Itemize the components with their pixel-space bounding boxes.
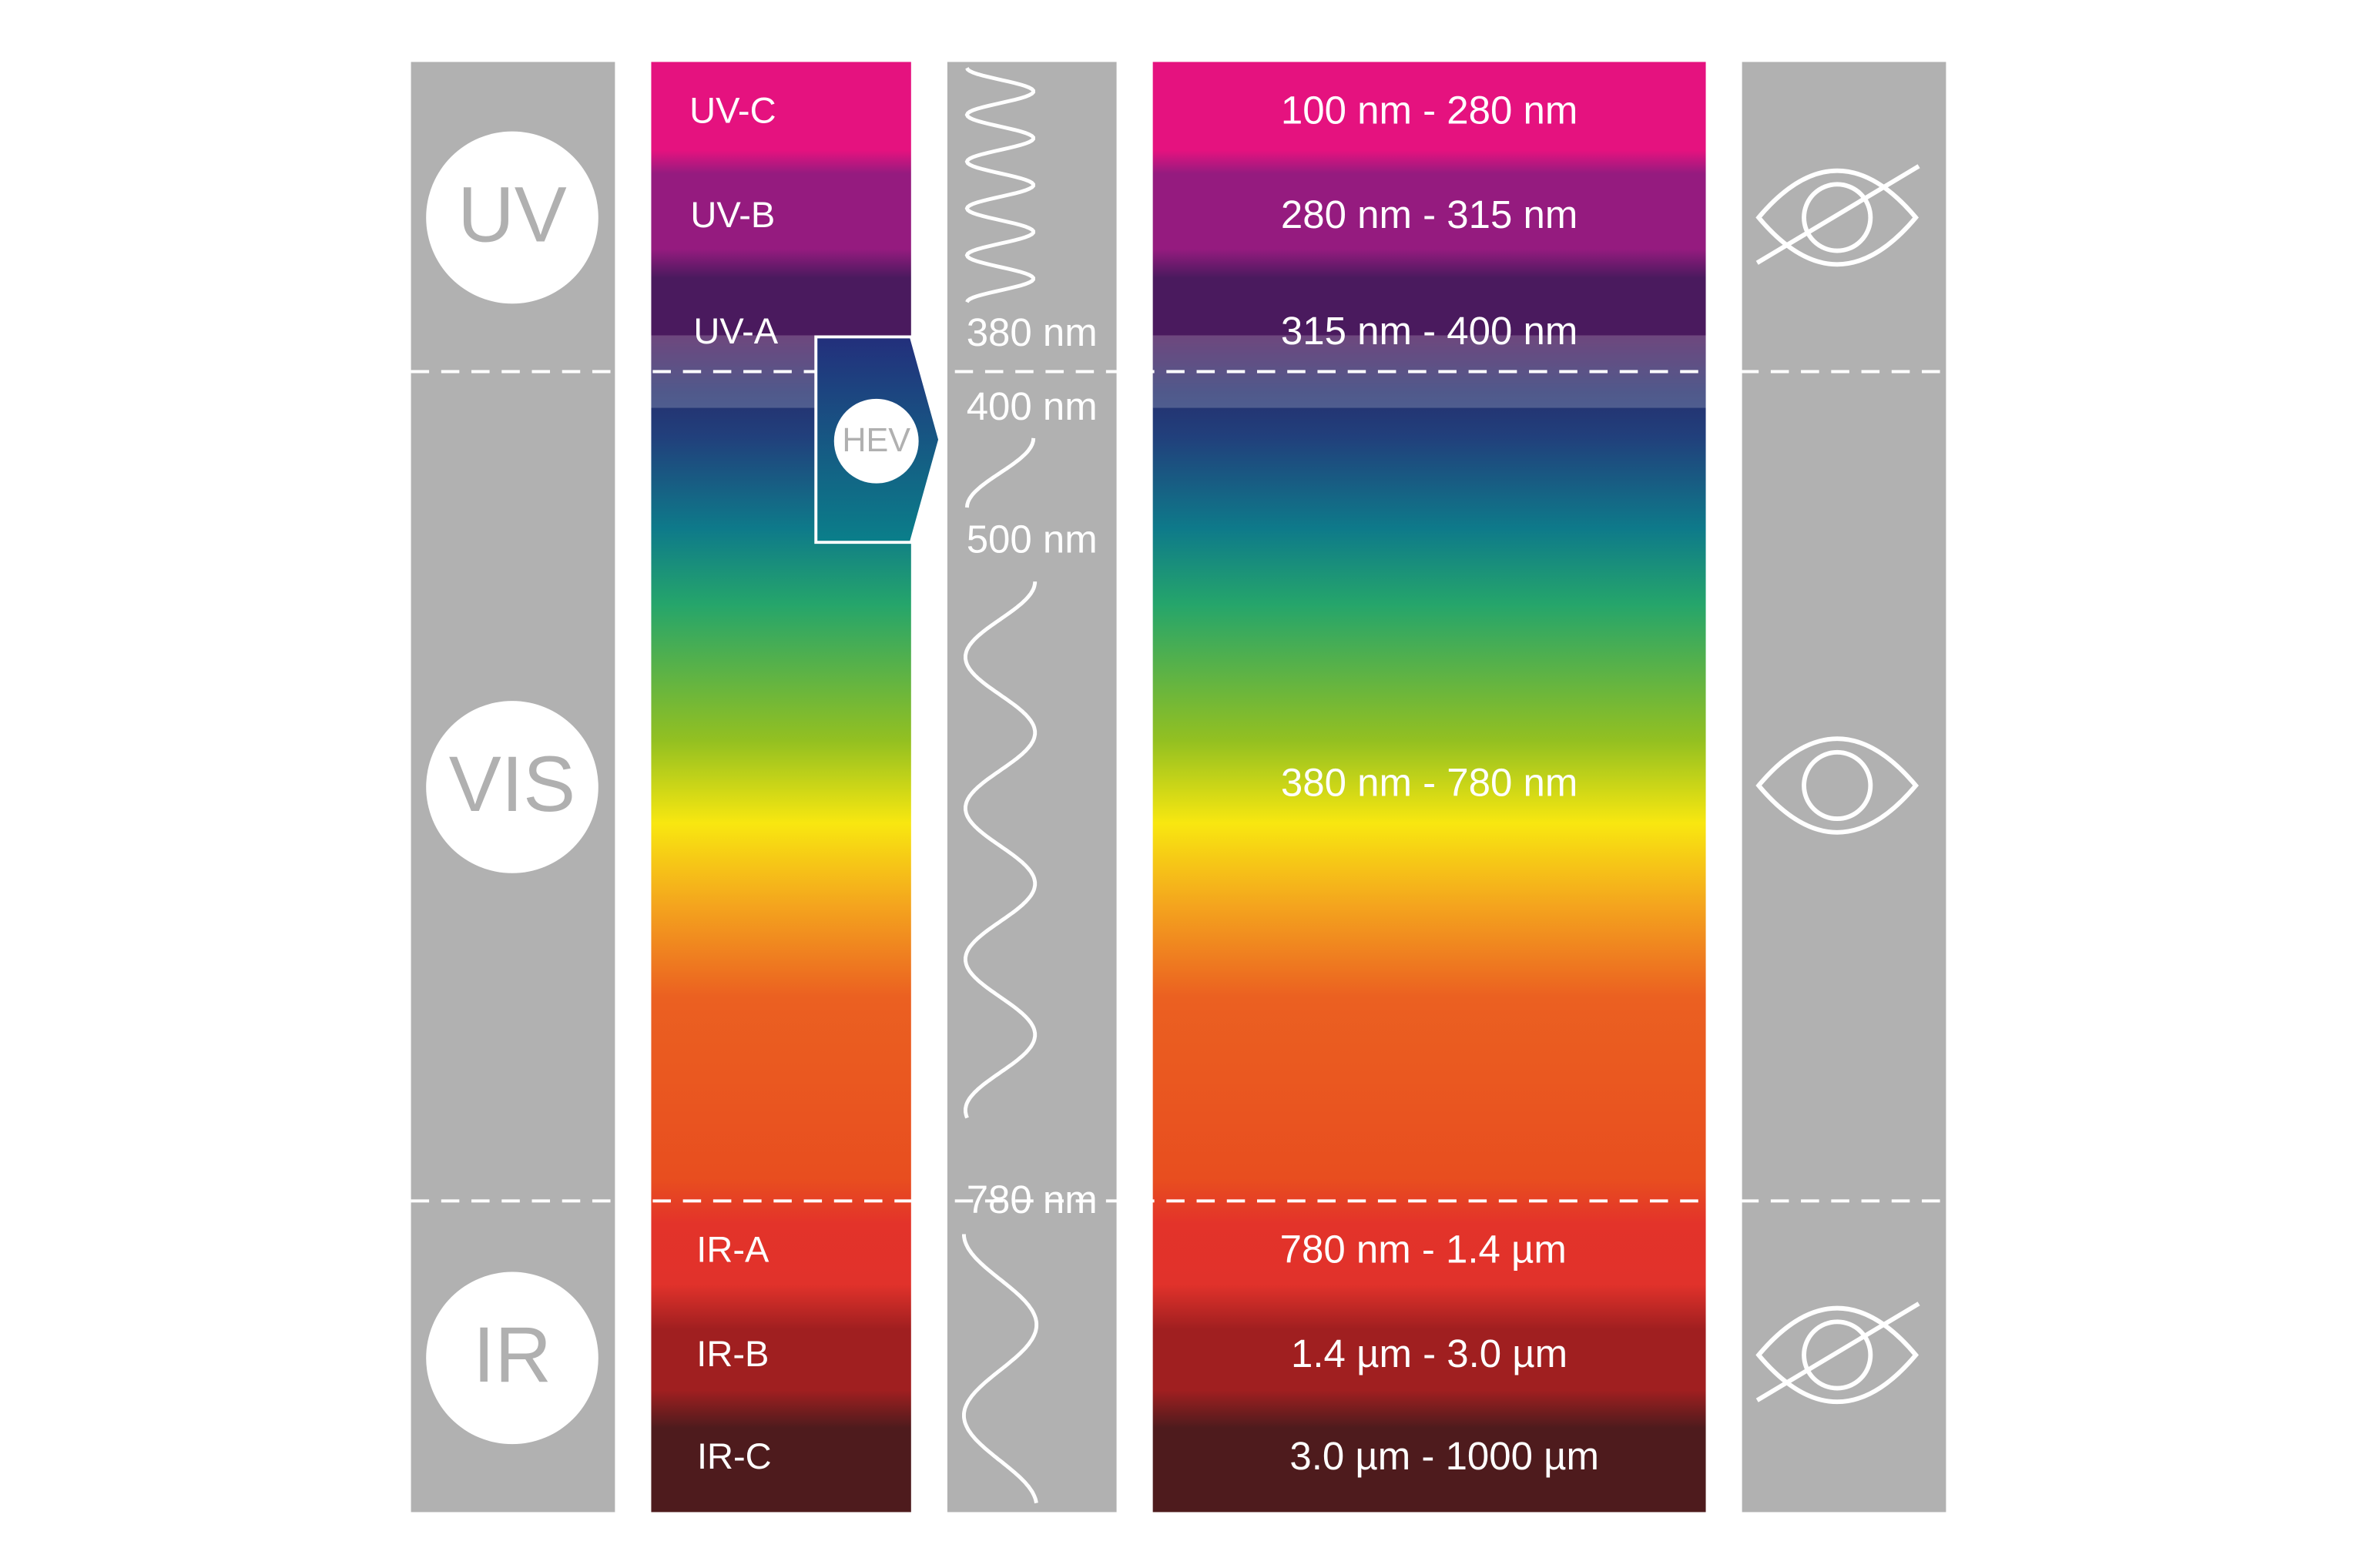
wavelength-marker: 500 nm: [967, 518, 1098, 561]
band-label: UV-A: [693, 310, 778, 351]
wavelength-marker: 780 nm: [967, 1178, 1098, 1221]
range-column: [1152, 62, 1706, 1513]
band-label: IR-A: [696, 1228, 769, 1269]
region-circle: [426, 701, 598, 873]
band-label: UV-B: [690, 194, 775, 235]
wavelength-marker: 400 nm: [967, 384, 1098, 428]
region-label: VIS: [449, 740, 575, 828]
region-circle: [426, 131, 598, 304]
wave: [962, 1234, 1039, 1504]
spectrum-column: [651, 62, 911, 1513]
range-label: 380 nm - 780 nm: [1281, 760, 1577, 804]
wave: [964, 67, 1035, 303]
range-label: 280 nm - 315 nm: [1281, 193, 1577, 236]
band-label: UV-C: [689, 90, 776, 131]
hev-label: HEV: [842, 422, 910, 459]
region-label: UV: [458, 170, 567, 258]
range-label: 1.4 µm - 3.0 µm: [1291, 1332, 1567, 1375]
range-label: 100 nm - 280 nm: [1281, 89, 1577, 132]
range-label: 3.0 µm - 1000 µm: [1289, 1434, 1599, 1478]
wave: [964, 437, 1036, 508]
band-label: IR-C: [697, 1436, 772, 1476]
waves: [962, 67, 1039, 1504]
wavelength-marker: 380 nm: [967, 310, 1098, 354]
hev-circle: [833, 398, 919, 484]
range-label: 780 nm - 1.4 µm: [1280, 1228, 1567, 1271]
wave: [963, 581, 1038, 1119]
range-label: 315 nm - 400 nm: [1281, 309, 1577, 353]
region-circle: [426, 1271, 598, 1445]
band-label: IR-B: [696, 1333, 769, 1374]
region-label: IR: [473, 1311, 552, 1399]
